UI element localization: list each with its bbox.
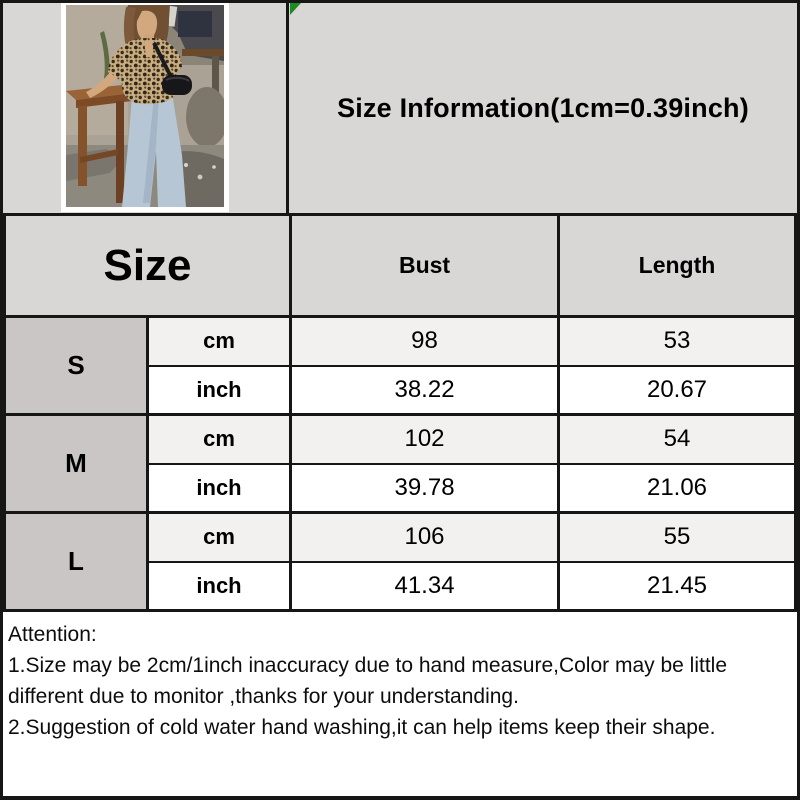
- table-row: inch 39.78 21.06: [5, 462, 797, 514]
- length-value: 21.45: [557, 560, 797, 612]
- table-row: M cm 102 54: [3, 413, 797, 514]
- product-photo: [60, 3, 229, 212]
- bust-value: 98: [289, 315, 561, 367]
- column-header-bust: Bust: [289, 213, 561, 318]
- table-row: inch 41.34 21.45: [5, 560, 797, 612]
- column-header-length: Length: [557, 213, 797, 318]
- title-cell: Size Information(1cm=0.39inch): [289, 3, 797, 213]
- bust-value: 102: [289, 413, 561, 465]
- attention-note-1: 1.Size may be 2cm/1inch inaccuracy due t…: [8, 654, 728, 708]
- unit-cell: inch: [145, 462, 293, 514]
- length-value: 55: [557, 511, 797, 563]
- unit-cell: cm: [145, 511, 293, 563]
- size-label-m: M: [3, 413, 149, 514]
- size-label-l: L: [3, 511, 149, 612]
- bust-value: 106: [289, 511, 561, 563]
- unit-cell: cm: [145, 315, 293, 367]
- length-value: 53: [557, 315, 797, 367]
- bust-value: 41.34: [289, 560, 561, 612]
- unit-cell: inch: [145, 560, 293, 612]
- length-value: 20.67: [557, 364, 797, 416]
- table-row: L cm 106 55: [3, 511, 797, 612]
- top-banner: Size Information(1cm=0.39inch): [3, 3, 797, 213]
- unit-cell: cm: [145, 413, 293, 465]
- size-table: Size Bust Length S cm 98 53 inch 38.22 2…: [3, 213, 797, 612]
- green-corner-marker-icon: [290, 3, 301, 15]
- attention-note-2: 2.Suggestion of cold water hand washing,…: [8, 716, 716, 739]
- bust-value: 38.22: [289, 364, 561, 416]
- table-header-row: Size Bust Length: [3, 213, 797, 318]
- size-label-s: S: [3, 315, 149, 416]
- length-value: 54: [557, 413, 797, 465]
- bust-value: 39.78: [289, 462, 561, 514]
- column-header-size: Size: [3, 213, 293, 318]
- attention-heading: Attention:: [8, 623, 97, 646]
- table-row: S cm 98 53: [3, 315, 797, 416]
- attention-section: Attention: 1.Size may be 2cm/1inch inacc…: [3, 612, 797, 743]
- photo-cell: [3, 3, 289, 213]
- unit-cell: inch: [145, 364, 293, 416]
- table-row: inch 38.22 20.67: [5, 364, 797, 416]
- model-photo-illustration: [65, 5, 224, 207]
- page-title: Size Information(1cm=0.39inch): [337, 92, 749, 123]
- length-value: 21.06: [557, 462, 797, 514]
